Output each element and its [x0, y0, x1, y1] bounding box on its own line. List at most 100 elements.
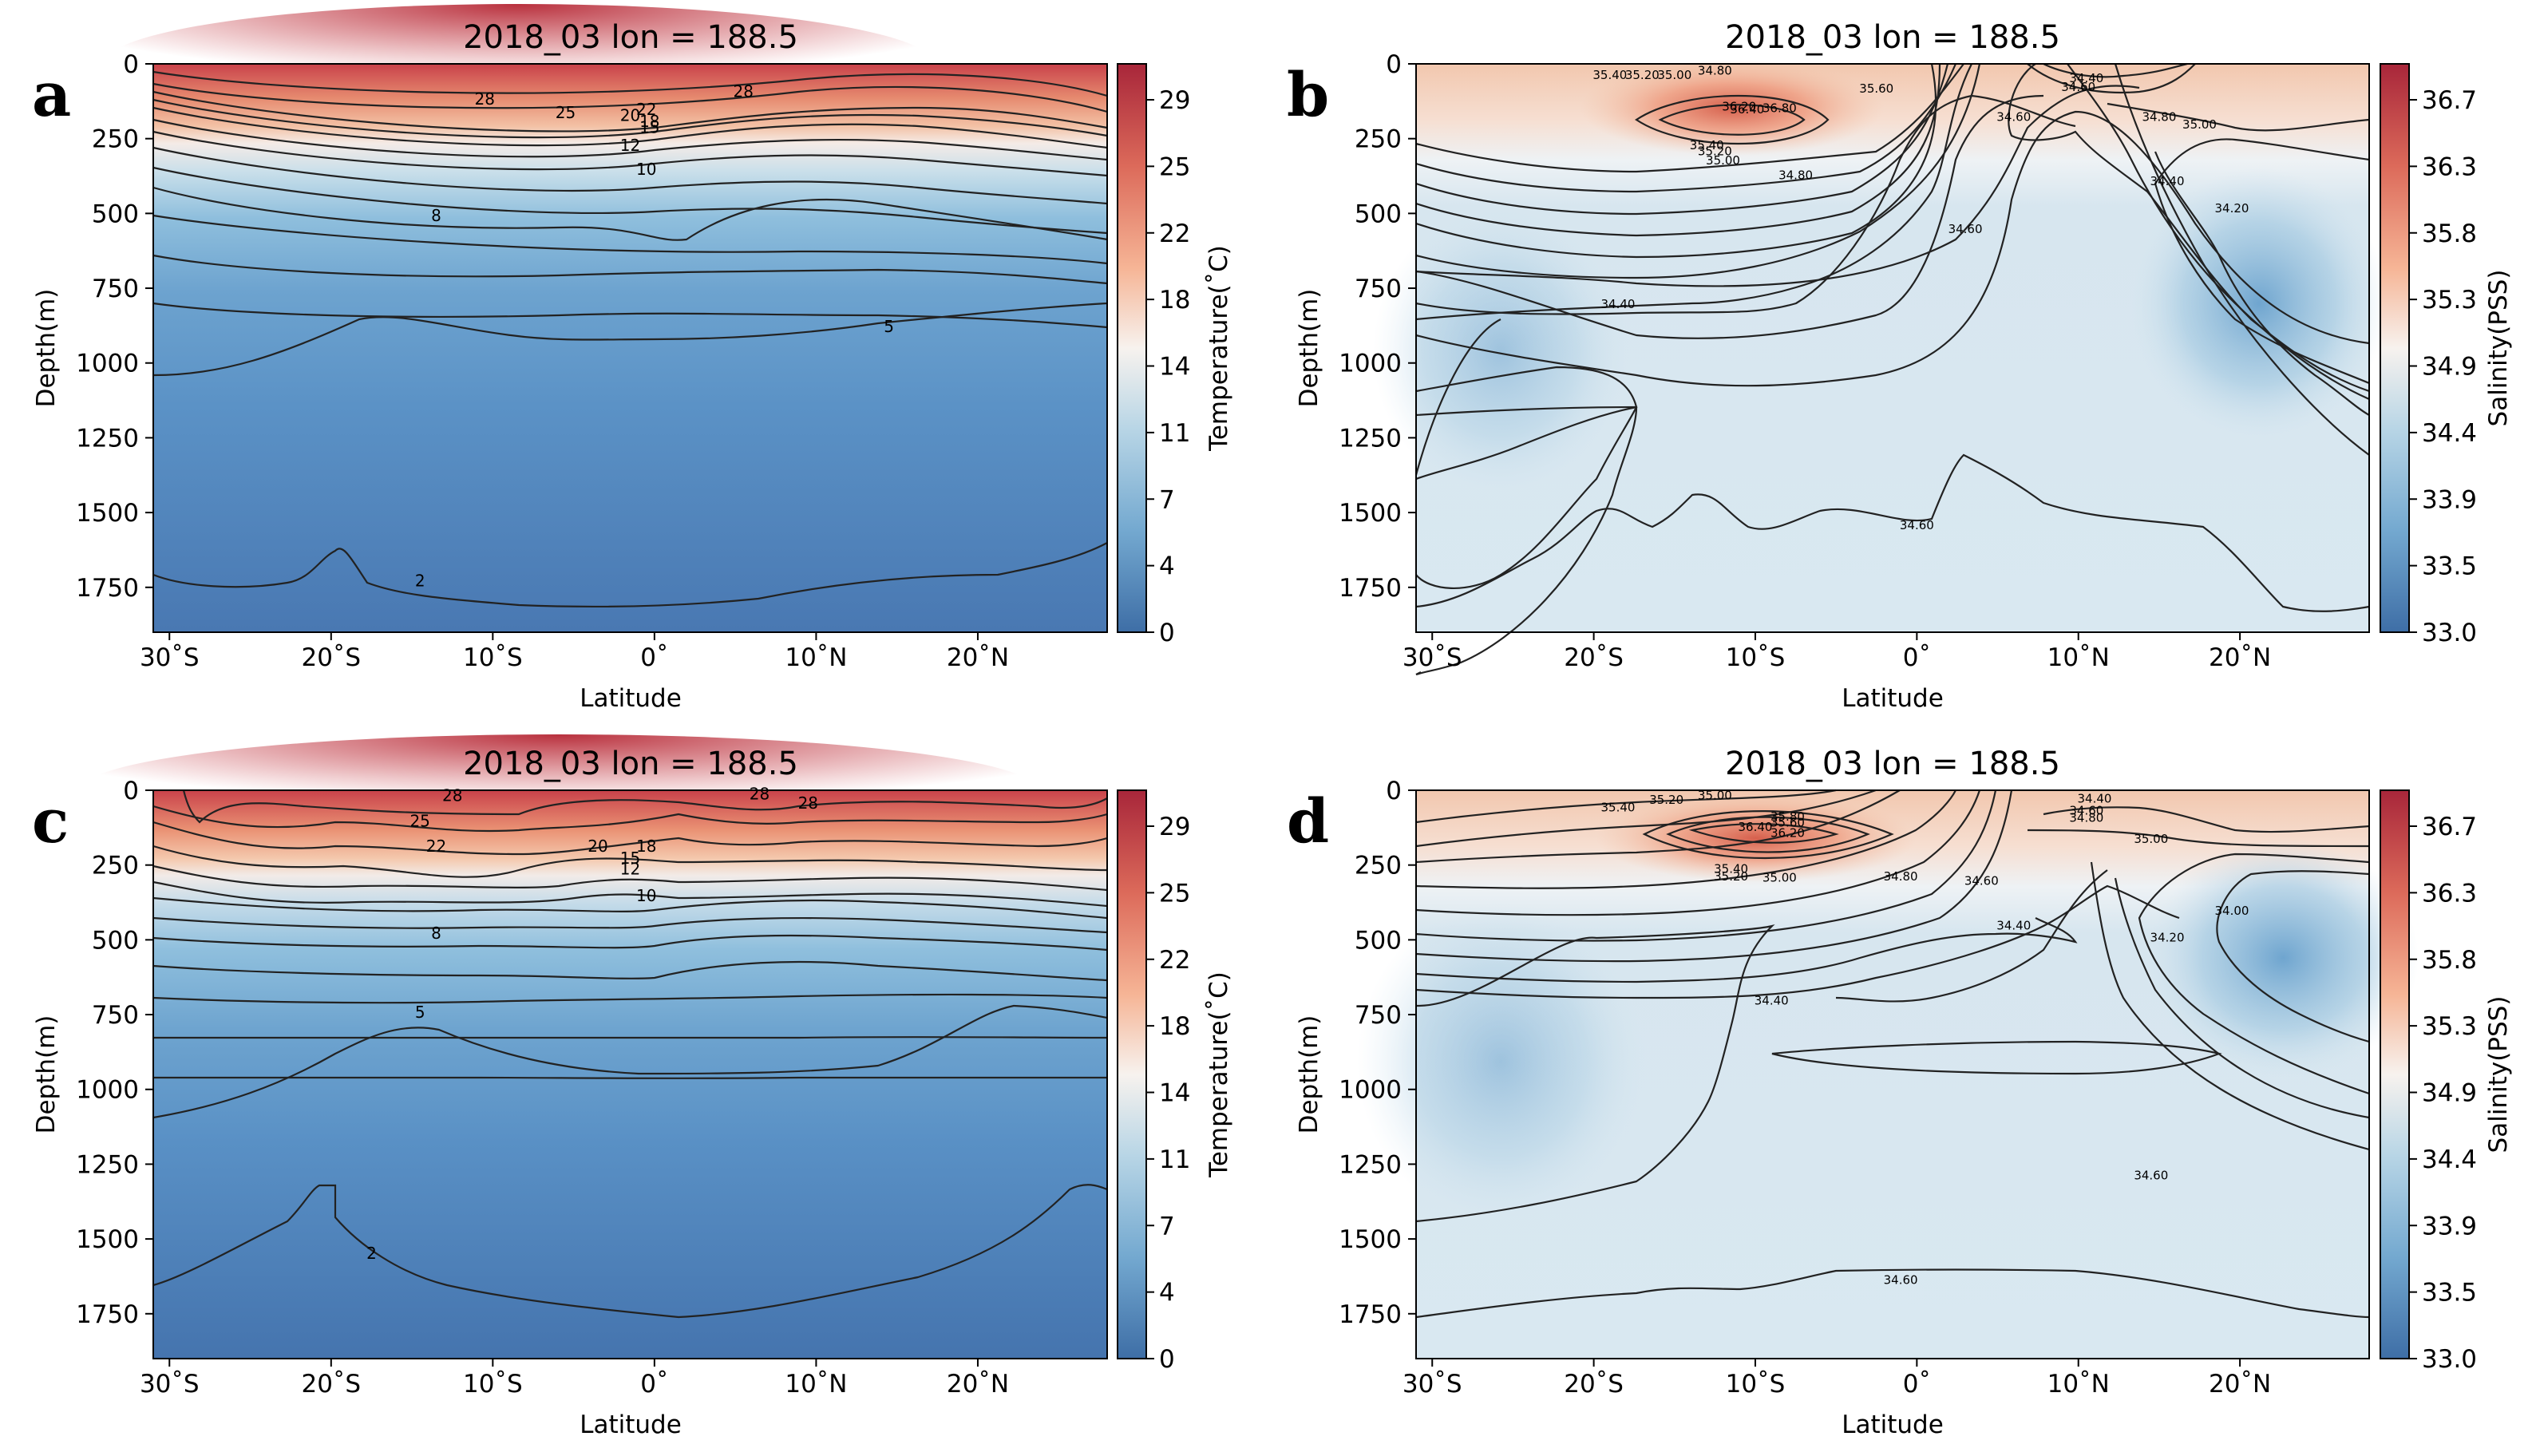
contour-label: 12	[620, 859, 640, 878]
y-tick-label: 1000	[1339, 350, 1402, 378]
panel-b-ticks: 30˚S 20˚S 10˚S 0˚ 10˚N 20˚N 0 250 500 750 1000 1250…	[1339, 50, 2271, 672]
contour-label: 34.40	[2077, 791, 2111, 805]
panel-b-xlabel: Latitude	[1842, 684, 1944, 713]
x-tick-label: 20˚S	[1564, 643, 1624, 672]
contour-label: 20	[588, 837, 607, 856]
contour-label: 35.60	[1859, 81, 1893, 96]
y-tick-label: 1750	[76, 1300, 139, 1329]
colorbar-tick-label: 29	[1159, 86, 1190, 115]
contour-label: 35.00	[1657, 68, 1691, 82]
panel-a-colorbar-label: Temperature(˚C)	[1205, 245, 1233, 452]
contour-label: 20	[620, 106, 640, 125]
panel-a-colorbar	[1117, 63, 1147, 633]
y-tick-label: 1500	[1339, 499, 1402, 528]
x-tick-label: 20˚S	[301, 1370, 361, 1399]
colorbar-tick-label: 29	[1159, 813, 1190, 841]
y-tick-label: 250	[1355, 852, 1402, 880]
contour-label: 34.80	[1778, 168, 1813, 183]
panel-d-contours	[1415, 789, 2370, 1319]
contour-label: 8	[431, 924, 441, 943]
y-tick-label: 1000	[76, 1076, 139, 1105]
panel-a-colorbar-ticks: 29 25 22 18 14 11 7 4 0	[1146, 86, 1190, 647]
x-tick-label: 10˚S	[463, 643, 523, 672]
contour-label: 35.00	[1763, 871, 1797, 885]
panel-b-title: 2018_03 lon = 188.5	[1725, 19, 2060, 56]
panel-d-ticks: 30˚S 20˚S 10˚S 0˚ 10˚N 20˚N 0 250 500 750 1000 1250…	[1339, 777, 2271, 1399]
panel-c-xlabel: Latitude	[580, 1410, 682, 1439]
colorbar-tick-label: 33.5	[2422, 552, 2477, 581]
colorbar-tick-label: 0	[1159, 1345, 1175, 1374]
panel-d-title: 2018_03 lon = 188.5	[1725, 746, 2060, 782]
contour-label: 34.20	[2215, 201, 2249, 216]
contour-label: 35.00	[2134, 832, 2168, 846]
panel-c-field	[153, 790, 1107, 1359]
panel-b-colorbar	[2380, 63, 2410, 633]
x-tick-label: 0˚	[640, 643, 668, 672]
panel-c-ylabel: Depth(m)	[32, 1015, 61, 1134]
panel-c-title: 2018_03 lon = 188.5	[463, 746, 798, 782]
colorbar-tick-label: 33.5	[2422, 1279, 2477, 1308]
contour-label: 36.20	[1722, 99, 1756, 113]
x-tick-label: 10˚N	[2047, 1370, 2110, 1399]
contour-label: 34.60	[2134, 1169, 2168, 1183]
contour-label: 35.40	[1592, 68, 1627, 82]
panel-a-ylabel: Depth(m)	[32, 289, 61, 408]
contour-label: 22	[636, 100, 656, 119]
contour-label: 2	[366, 1244, 377, 1263]
x-tick-label: 20˚S	[1564, 1370, 1624, 1399]
x-tick-label: 0˚	[640, 1370, 668, 1399]
panel-c-frame	[152, 789, 1108, 1359]
colorbar-tick-label: 35.3	[2422, 1012, 2477, 1041]
colorbar-tick-label: 34.4	[2422, 1145, 2477, 1174]
contour-label: 36.80	[1763, 101, 1797, 115]
y-tick-label: 1250	[1339, 1150, 1402, 1179]
x-tick-label: 30˚S	[1402, 1370, 1462, 1399]
contour-label: 36.40	[1739, 820, 1773, 834]
panel-d-frame	[1415, 789, 2370, 1359]
contour-label: 34.40	[1600, 297, 1635, 311]
contour-label: 5	[415, 1003, 425, 1022]
y-tick-label: 500	[1355, 926, 1402, 955]
y-tick-label: 750	[92, 1001, 139, 1030]
colorbar-tick-label: 25	[1159, 879, 1190, 908]
contour-label: 28	[734, 82, 754, 101]
x-tick-label: 20˚N	[2209, 1370, 2271, 1399]
contour-label: 28	[798, 793, 818, 813]
x-tick-label: 20˚S	[301, 643, 361, 672]
contour-label: 34.40	[1755, 993, 1789, 1007]
contour-label: 34.40	[2069, 71, 2103, 85]
contour-label: 35.20	[1714, 869, 1748, 884]
panel-c-colorbar-ticks: 29 25 22 18 14 11 7 4 0	[1146, 813, 1190, 1374]
contour-label: 35.20	[1698, 144, 1732, 159]
colorbar-tick-label: 7	[1159, 1212, 1175, 1240]
contour-label: 10	[636, 886, 656, 905]
y-tick-label: 0	[1386, 777, 1402, 805]
panel-b-frame	[1415, 63, 2370, 633]
x-tick-label: 10˚N	[785, 643, 847, 672]
panel-d-colorbar	[2380, 789, 2410, 1359]
y-tick-label: 0	[1386, 50, 1402, 79]
colorbar-tick-label: 36.7	[2422, 86, 2477, 115]
contour-label: 15	[620, 849, 640, 868]
x-tick-label: 10˚S	[463, 1370, 523, 1399]
contour-label: 18	[639, 112, 659, 131]
y-tick-label: 750	[92, 275, 139, 303]
panel-b-ylabel: Depth(m)	[1295, 289, 1323, 408]
colorbar-tick-label: 25	[1159, 152, 1190, 181]
y-tick-label: 1250	[1339, 424, 1402, 453]
colorbar-tick-label: 33.0	[2422, 1345, 2477, 1374]
contour-label: 34.60	[1884, 1273, 1918, 1288]
panel-d-ylabel: Depth(m)	[1295, 1015, 1323, 1134]
panel-b-fresh-pool	[2131, 168, 2387, 439]
panel-d-colorbar-label: Salinity(PSS)	[2484, 996, 2513, 1153]
colorbar-tick-label: 34.4	[2422, 419, 2477, 448]
contour-label: 34.80	[2069, 811, 2103, 825]
colorbar-tick-label: 22	[1159, 946, 1190, 975]
colorbar-tick-label: 36.3	[2422, 879, 2477, 908]
panel-b-fresh-pool-south	[1373, 208, 1628, 495]
panel-a-temperature-section: 30˚S 20˚S 10˚S 0˚ 10˚N 20˚N025050075010001250…	[32, 4, 1233, 713]
contour-label: 34.60	[1996, 110, 2031, 125]
y-tick-label: 1500	[76, 1225, 139, 1254]
